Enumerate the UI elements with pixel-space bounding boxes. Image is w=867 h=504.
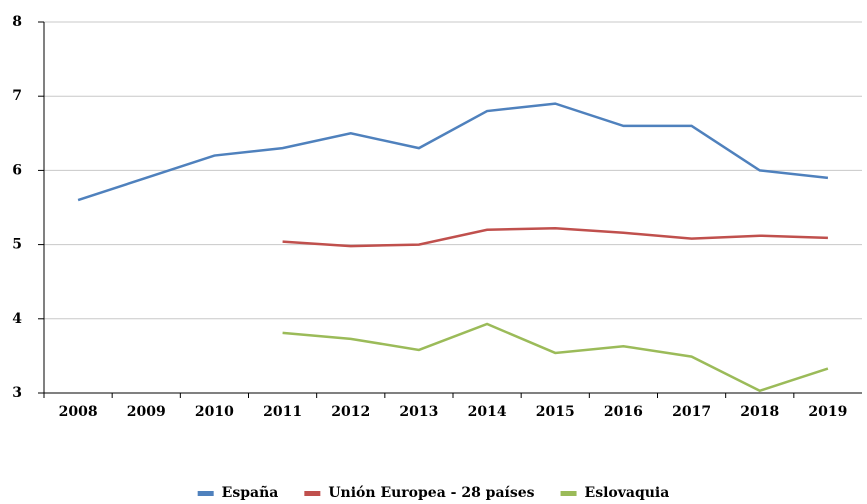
y-tick-label: 4 — [12, 311, 22, 327]
y-tick-label: 6 — [12, 162, 22, 178]
legend-swatch — [197, 491, 214, 496]
y-tick-label: 7 — [12, 88, 22, 104]
x-tick-label: 2019 — [808, 404, 847, 420]
line-series — [282, 227, 828, 248]
x-tick-label: 2011 — [263, 404, 302, 420]
legend-swatch — [304, 491, 321, 496]
x-tick-label: 2018 — [740, 404, 779, 420]
y-tick-label: 3 — [12, 385, 22, 401]
line-series — [282, 322, 829, 393]
x-tick-label: 2015 — [536, 404, 575, 420]
x-tick-label: 2012 — [331, 404, 370, 420]
legend-label: Unión Europea - 28 países — [328, 485, 534, 501]
x-tick-label: 2009 — [127, 404, 166, 420]
legend: España Unión Europea - 28 países Eslovaqui… — [197, 484, 670, 501]
x-tick-label: 2017 — [672, 404, 711, 420]
x-tick-label: 2016 — [604, 404, 643, 420]
line-series — [77, 102, 829, 202]
y-tick-label: 5 — [12, 237, 22, 253]
legend-swatch — [560, 491, 577, 496]
x-tick-label: 2013 — [399, 404, 438, 420]
legend-label: Eslovaquia — [585, 485, 670, 501]
x-tick-label: 2010 — [195, 404, 234, 420]
x-tick-label: 2008 — [59, 404, 98, 420]
y-tick-label: 8 — [12, 14, 22, 30]
x-tick-label: 2014 — [468, 404, 507, 420]
legend-label: España — [222, 484, 279, 501]
